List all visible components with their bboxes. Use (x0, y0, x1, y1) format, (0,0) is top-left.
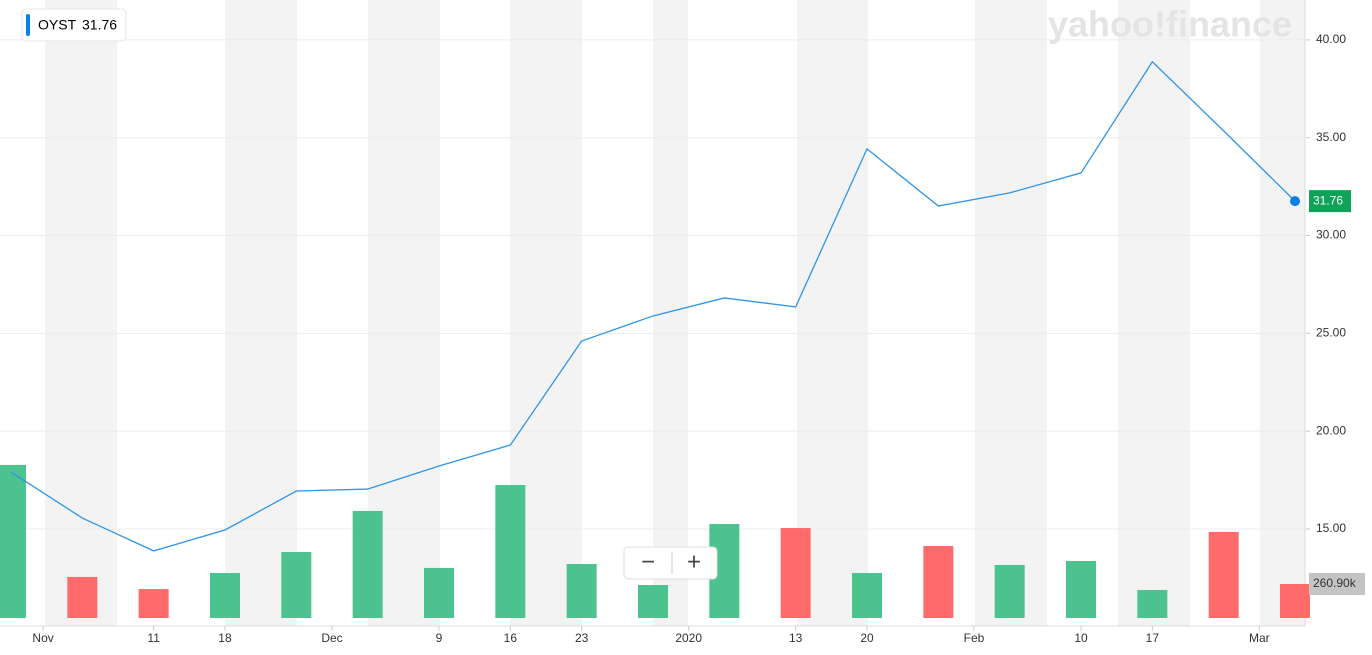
volume-bar (1208, 531, 1239, 618)
price-line (10, 60, 1296, 552)
volume-badge (1309, 572, 1365, 595)
y-tick-label: 25.00 (1316, 326, 1346, 340)
x-tick-label: 11 (147, 631, 160, 645)
volume-bar (138, 589, 169, 618)
x-tick-label: 20 (860, 631, 874, 645)
volume-bar (495, 485, 526, 618)
volume-bar (209, 573, 240, 618)
volume-bar (923, 546, 954, 618)
band (797, 0, 868, 626)
volume-bar (852, 573, 883, 618)
volume-bar (994, 564, 1025, 618)
volume-bar (780, 528, 811, 618)
watermark: yahoo!finance (1048, 4, 1292, 45)
x-tick-label: 23 (575, 631, 589, 645)
zoom-out[interactable]: − (641, 548, 655, 575)
band (1118, 0, 1190, 626)
x-tick-label: Nov (32, 631, 53, 645)
background-bands (45, 0, 1305, 626)
x-tick-label: 16 (504, 631, 518, 645)
grid (0, 0, 1310, 631)
x-tick-label: Dec (321, 631, 342, 645)
volume-bar (423, 567, 454, 618)
y-tick-label: 20.00 (1316, 423, 1346, 437)
volume-bar (0, 464, 26, 618)
x-tick-label: 13 (789, 631, 803, 645)
band (975, 0, 1047, 626)
volume-bar (67, 576, 98, 618)
band (45, 0, 117, 626)
last-point (1290, 196, 1301, 207)
band (1260, 0, 1305, 626)
zoom-in[interactable]: + (687, 548, 701, 575)
volume-bar (1280, 583, 1311, 618)
x-tick-label: Mar (1249, 631, 1270, 645)
volume-bar (637, 585, 668, 618)
volume-bar (566, 564, 597, 618)
y-tick-label: 40.00 (1316, 32, 1346, 46)
price (10, 60, 1301, 552)
legend-swatch (26, 14, 30, 36)
price-badge (1309, 190, 1351, 213)
legend-box (21, 8, 127, 42)
price-label: 31.76 (1313, 193, 1343, 207)
legend-price: 31.76 (82, 17, 117, 33)
volume-bar (352, 510, 383, 618)
volume-bar (1066, 561, 1097, 618)
legend-symbol: OYST (38, 17, 77, 33)
volume-bar (1137, 589, 1168, 618)
x-tick-label: 18 (218, 631, 232, 645)
y-tick-label: 35.00 (1316, 130, 1346, 144)
volume-label: 260.90k (1313, 576, 1357, 590)
volume-bars (0, 464, 1311, 618)
band (225, 0, 297, 626)
x-tick-label: 9 (436, 631, 443, 645)
y-tick-label: 30.00 (1316, 228, 1346, 242)
zoom-control (623, 546, 718, 580)
band (653, 0, 688, 626)
x-tick-label: Feb (964, 631, 985, 645)
volume-bar (281, 552, 312, 618)
x-tick-label: 10 (1074, 631, 1088, 645)
y-tick-label: 15.00 (1316, 521, 1346, 535)
x-tick-label: 17 (1146, 631, 1160, 645)
x-tick-label: 2020 (675, 631, 702, 645)
